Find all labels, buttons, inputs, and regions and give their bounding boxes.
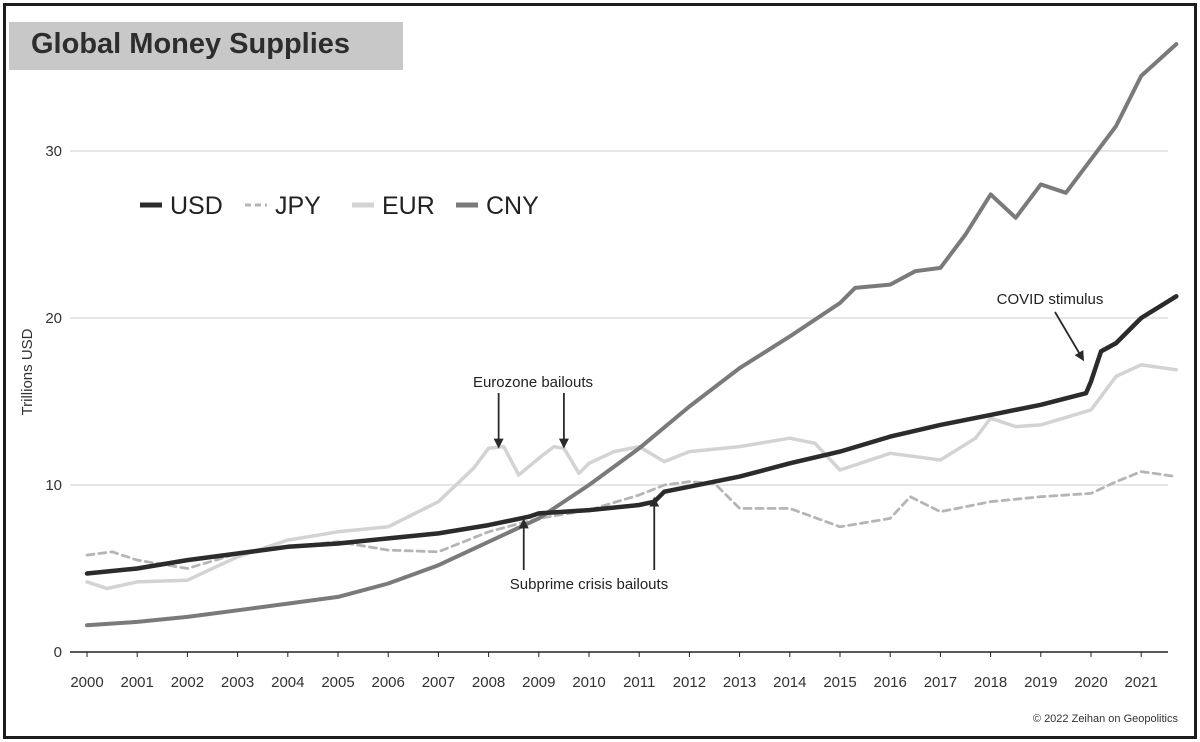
y-tick-label: 30 — [45, 143, 62, 160]
x-tick-label: 2005 — [321, 674, 354, 691]
legend-label: EUR — [382, 192, 435, 220]
series-line-jpy — [85, 470, 1178, 570]
x-tick-label: 2020 — [1074, 674, 1107, 691]
axes: 0 10 20 30 2000 2001 2002 2003 2004 2005 2006 2007 2… — [19, 143, 1168, 691]
x-tick-label: 2013 — [723, 674, 756, 691]
legend-label: USD — [170, 192, 223, 220]
x-tick-label: 2019 — [1024, 674, 1057, 691]
x-tick-label: 2018 — [974, 674, 1007, 691]
copyright-credit: © 2022 Zeihan on Geopolitics — [1032, 713, 1178, 725]
chart-title: Global Money Supplies — [31, 28, 351, 60]
x-tick-label: 2004 — [271, 674, 304, 691]
x-tick-label: 2000 — [70, 674, 103, 691]
x-tick-label: 2003 — [221, 674, 254, 691]
x-tick-label: 2015 — [823, 674, 856, 691]
x-tick-label: 2009 — [522, 674, 555, 691]
x-tick-label: 2007 — [422, 674, 455, 691]
chart-title-box: Global Money Supplies — [9, 22, 403, 70]
grid-lines — [70, 150, 1168, 486]
y-tick-label: 0 — [54, 644, 62, 661]
series-line-usd — [84, 294, 1179, 576]
x-tick-label: 2006 — [372, 674, 405, 691]
x-tick-label: 2017 — [924, 674, 957, 691]
annotation-label: COVID stimulus — [997, 291, 1104, 308]
x-tick-label: 2014 — [773, 674, 806, 691]
series-line-cny — [85, 42, 1179, 628]
annotation-label: Subprime crisis bailouts — [510, 576, 668, 593]
y-tick-label: 20 — [45, 310, 62, 327]
y-axis-label: Trillions USD — [19, 328, 36, 415]
legend-label: CNY — [486, 192, 539, 220]
x-tick-label: 2021 — [1125, 674, 1158, 691]
annotation-label: Eurozone bailouts — [473, 374, 593, 391]
annotations: Eurozone bailouts Subprime crisis bailout… — [473, 291, 1103, 593]
series-line-eur — [85, 363, 1179, 591]
legend: USD JPY EUR CNY — [140, 192, 539, 220]
legend-label: JPY — [275, 192, 321, 220]
series-lines — [84, 42, 1179, 628]
x-tick-label: 2008 — [472, 674, 505, 691]
y-tick-label: 10 — [45, 477, 62, 494]
annotation-arrow — [1054, 311, 1085, 362]
x-tick-label: 2010 — [572, 674, 605, 691]
x-tick-label: 2002 — [171, 674, 204, 691]
x-tick-label: 2001 — [121, 674, 154, 691]
x-tick-label: 2012 — [673, 674, 706, 691]
x-tick-label: 2011 — [623, 674, 655, 691]
x-tick-label: 2016 — [874, 674, 907, 691]
